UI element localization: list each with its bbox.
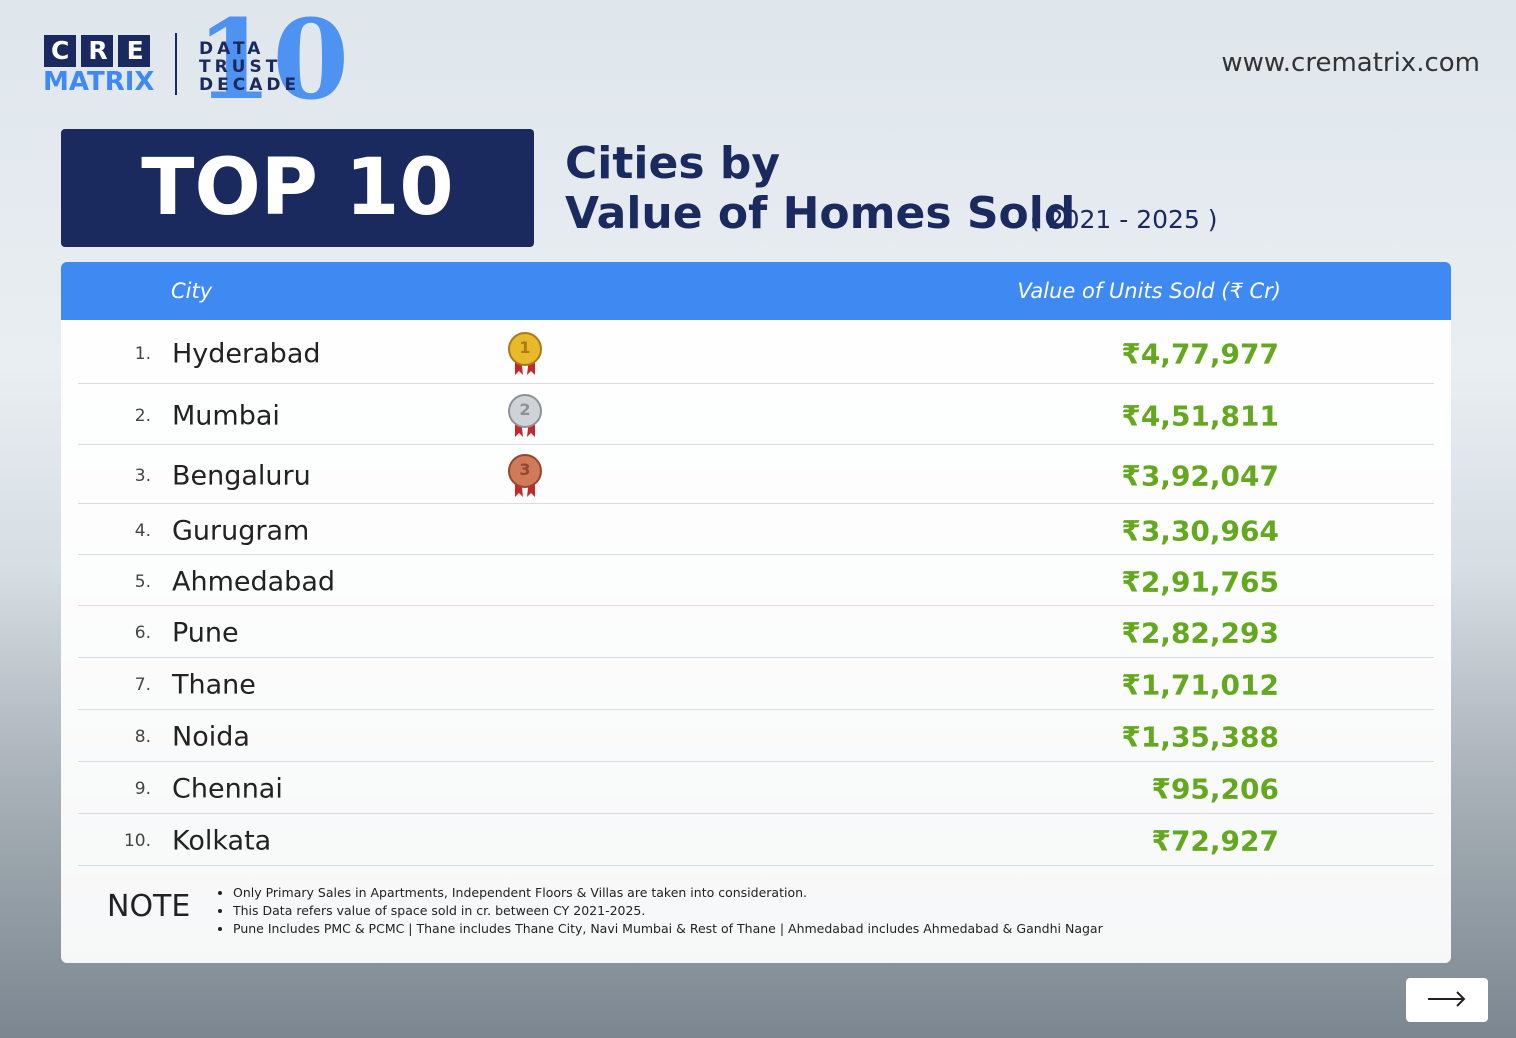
medal-number: 3 xyxy=(519,459,531,479)
title-line: Value of Homes Sold xyxy=(565,188,1076,239)
logo-divider xyxy=(175,33,177,95)
rank: 7. xyxy=(134,675,151,695)
column-header: City xyxy=(171,279,213,303)
row-divider xyxy=(78,444,1434,445)
city: Ahmedabad xyxy=(172,566,336,597)
rank: 4. xyxy=(134,520,151,541)
row-divider xyxy=(78,554,1434,555)
row-divider xyxy=(78,657,1434,658)
rank: 2. xyxy=(134,405,151,426)
value: ₹95,206 xyxy=(1151,772,1279,806)
value: ₹4,77,977 xyxy=(1121,337,1279,370)
value: ₹1,35,388 xyxy=(1121,720,1279,754)
website: www.crematrix.com xyxy=(1221,48,1480,78)
period: ( 2021 - 2025 ) xyxy=(1030,205,1218,234)
badge: TOP 10 xyxy=(141,143,454,233)
medal: 3 xyxy=(505,453,545,499)
row-divider xyxy=(78,503,1434,504)
badge-box xyxy=(61,129,534,247)
row-divider xyxy=(78,813,1434,814)
city: Gurugram xyxy=(172,515,310,546)
logo-decade-number: 10 xyxy=(196,0,350,124)
value: ₹3,92,047 xyxy=(1121,459,1279,492)
row-divider xyxy=(78,761,1434,762)
city: Thane xyxy=(172,669,256,701)
rank: 5. xyxy=(134,571,151,592)
medal-icon xyxy=(508,393,542,437)
rank: 6. xyxy=(134,623,151,643)
table-panel: City Value of Units Sold (₹ Cr) NOTE Onl… xyxy=(61,262,1451,963)
arrow-icon xyxy=(1428,991,1466,1007)
medal: 2 xyxy=(505,393,545,439)
rank: 1. xyxy=(134,343,151,364)
logo-boxes xyxy=(44,35,150,67)
table-header: City Value of Units Sold (₹ Cr) xyxy=(61,262,1451,320)
city: Pune xyxy=(172,617,239,649)
logo-matrix: MATRIX xyxy=(43,67,155,97)
row-divider xyxy=(78,865,1434,866)
rank: 9. xyxy=(134,779,151,799)
city: Bengaluru xyxy=(172,460,311,491)
city: Mumbai xyxy=(172,400,280,431)
city: Kolkata xyxy=(172,825,272,857)
column-header: Value of Units Sold (₹ Cr) xyxy=(1017,279,1281,303)
note-item: This Data refers value of space sold in … xyxy=(233,902,1103,920)
rank: 8. xyxy=(134,727,151,747)
tagline-word: DATA xyxy=(199,39,265,59)
medal-number: 2 xyxy=(519,399,531,419)
value: ₹2,91,765 xyxy=(1121,565,1279,598)
tagline-word: TRUST xyxy=(199,57,282,77)
row-divider xyxy=(78,709,1434,710)
city: Hyderabad xyxy=(172,338,321,369)
medal-number: 1 xyxy=(519,337,531,357)
note-label: NOTE xyxy=(107,889,191,924)
title-line: Cities by xyxy=(565,138,781,189)
note-item: Pune Includes PMC & PCMC | Thane include… xyxy=(233,920,1103,938)
next-button[interactable] xyxy=(1406,978,1488,1022)
rank: 10. xyxy=(123,831,151,851)
city: Chennai xyxy=(172,773,283,805)
note-item: Only Primary Sales in Apartments, Indepe… xyxy=(233,884,1103,902)
note-list: Only Primary Sales in Apartments, Indepe… xyxy=(196,884,1103,938)
tagline-word: DECADE xyxy=(199,75,301,95)
logo-cre: CRE xyxy=(51,36,163,65)
value: ₹72,927 xyxy=(1151,824,1279,858)
medal-icon xyxy=(508,453,542,497)
value: ₹3,30,964 xyxy=(1121,514,1279,547)
row-divider xyxy=(78,605,1434,606)
row-divider xyxy=(78,383,1434,384)
value: ₹2,82,293 xyxy=(1121,616,1279,650)
value: ₹4,51,811 xyxy=(1121,399,1279,432)
medal-icon xyxy=(508,331,542,375)
logo-tagline: DATA TRUST DECADE xyxy=(199,40,300,94)
value: ₹1,71,012 xyxy=(1121,668,1279,702)
rank: 3. xyxy=(134,465,151,486)
medal: 1 xyxy=(505,331,545,377)
city: Noida xyxy=(172,721,250,753)
